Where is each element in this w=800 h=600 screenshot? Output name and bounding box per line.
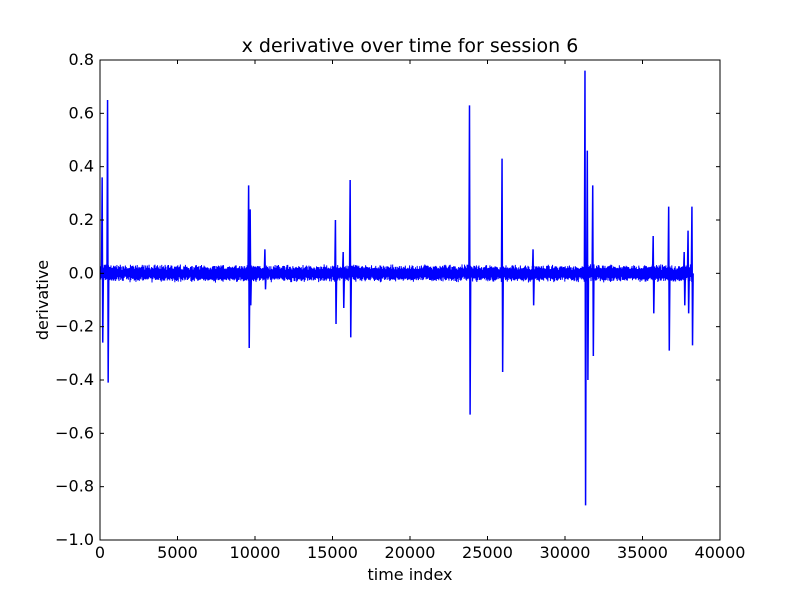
- series-spike: [334, 219, 338, 325]
- x-tick-label: 40000: [695, 543, 746, 562]
- series-spike: [585, 150, 590, 381]
- x-tick-label: 30000: [540, 543, 591, 562]
- x-tick-label: 5000: [157, 543, 198, 562]
- series-spike: [248, 209, 253, 306]
- series-spike: [682, 251, 687, 306]
- y-tick-label: −1.0: [55, 530, 94, 549]
- x-tick-label: 20000: [385, 543, 436, 562]
- y-tick-label: −0.8: [55, 477, 94, 496]
- series-spike: [591, 185, 595, 357]
- series-spike: [348, 179, 353, 338]
- y-axis-ticks: −1.0 −0.8 −0.6 −0.4 −0.2 0.0 0.2 0.4 0.6 0.8: [55, 50, 720, 549]
- x-axis-label: time index: [367, 565, 452, 584]
- series-layer: [99, 70, 694, 506]
- series-spike: [686, 230, 690, 314]
- x-tick-label: 10000: [230, 543, 281, 562]
- plot-background: [100, 60, 720, 540]
- y-tick-label: −0.4: [55, 370, 94, 389]
- x-tick-label: 0: [95, 543, 105, 562]
- y-tick-label: 0.0: [69, 263, 94, 282]
- series-spike: [341, 251, 346, 309]
- series-spike: [100, 177, 105, 343]
- x-axis-ticks: 0 5000 10000 15000 20000 25000 30000 35000 40000: [95, 60, 746, 562]
- y-axis-label: derivative: [33, 260, 52, 340]
- series-spike: [531, 249, 535, 306]
- x-tick-label: 25000: [462, 543, 513, 562]
- y-tick-label: 0.8: [69, 50, 94, 69]
- y-tick-label: 0.6: [69, 103, 94, 122]
- series-spike: [263, 249, 267, 290]
- y-tick-label: 0.4: [69, 157, 94, 176]
- x-tick-label: 15000: [307, 543, 358, 562]
- series-spike: [651, 235, 656, 314]
- y-tick-label: 0.2: [69, 210, 94, 229]
- series-spike: [583, 70, 587, 506]
- x-tick-label: 35000: [617, 543, 668, 562]
- series-spike: [667, 206, 671, 351]
- y-tick-label: −0.6: [55, 423, 94, 442]
- y-tick-label: −0.2: [55, 317, 94, 336]
- chart-title: x derivative over time for session 6: [242, 35, 579, 57]
- series-spike: [106, 99, 110, 383]
- series-spike: [500, 158, 504, 373]
- series-spike: [690, 206, 694, 346]
- series-spike: [468, 105, 472, 415]
